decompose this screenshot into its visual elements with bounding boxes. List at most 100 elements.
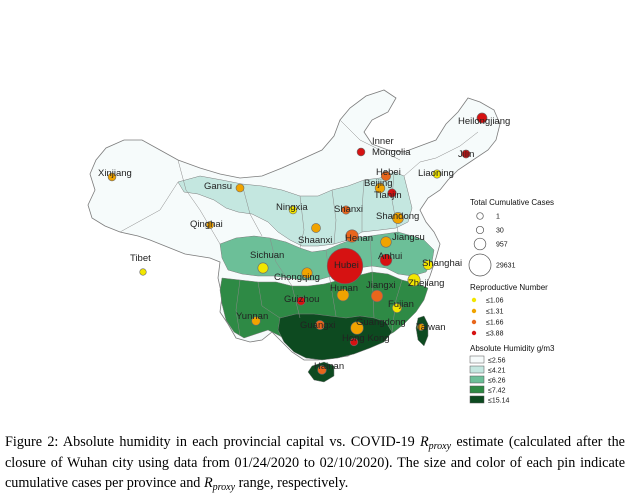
humidity-zone-dark-green [277,313,393,361]
pin-ningxia [288,205,298,215]
label-chongqing: Chongqing [274,272,320,283]
pin-inner-mongolia [356,147,366,157]
legend-r-label-0: ≤1.06 [486,298,504,305]
label-yunnan: Yunnan [236,311,268,322]
label-sichuan: Sichuan [250,250,284,261]
label-anhui: Anhui [378,251,402,262]
pin-jiangsu [380,236,392,248]
legend-humidity: Absolute Humidity g/m3 ≤2.56 ≤4.21 ≤6.26 ≤7… [469,344,555,404]
label-jiangsu: Jiangsu [392,232,425,243]
pin-fujian [392,303,402,313]
pin-shaanxi [311,223,321,233]
pin-tibet [139,268,147,276]
legend-r-dot-1 [471,308,477,314]
pin-hong-kong [349,337,359,347]
legend-humidity-label-4: ≤15.14 [488,397,509,404]
pin-taiwan [417,323,425,331]
map-svg: Heilongjiang Inner Mongolia Jilin Liaoning Xi… [87,89,555,404]
label-henan: Henan [345,233,373,244]
legend-cases-label-2: 957 [496,242,508,249]
pin-zhejiang [407,273,421,287]
label-shaanxi: Shaanxi [298,235,332,246]
label-beijing: Beijing [364,178,393,189]
pin-yunnan [251,316,261,326]
pin-shanxi [341,205,351,215]
legend-humidity-label-1: ≤4.21 [488,367,506,374]
legend-humidity-swatch-0 [469,355,485,364]
pin-xinjiang [107,172,117,182]
label-xinjiang: Xinjiang [98,168,132,179]
label-zhejiang: Zhejiang [408,278,444,289]
label-tibet: Tibet [130,253,151,264]
caption-part-1: Figure 2: Absolute humidity in each prov… [5,434,420,450]
legend-cases-circle-1 [475,225,485,235]
legend-cases-circle-2 [473,237,487,251]
pin-chongqing [301,267,313,279]
label-shanxi: Shanxi [334,204,363,215]
label-liaoning: Liaoning [418,168,454,179]
pin-sichuan [257,262,269,274]
legend-r-label-1: ≤1.31 [486,309,504,316]
legend-cases: Total Cumulative Cases 1 30 957 29631 [468,198,554,277]
label-hunan: Hunan [330,283,358,294]
label-ningxia: Ningxia [276,202,308,213]
pin-anhui [379,253,393,267]
caption-r-subscript-2: proxy [212,482,236,493]
figure-caption: Figure 2: Absolute humidity in each prov… [5,432,625,494]
legend-humidity-swatch-1 [469,365,485,374]
label-guangdong: Guangdong [356,317,406,328]
label-fujian: Fujian [388,299,414,310]
pin-henan [345,229,359,243]
legend-humidity-title: Absolute Humidity g/m3 [470,344,555,353]
taiwan-island [415,315,429,347]
pin-heilongjiang [476,112,488,124]
label-tianjin: Tianjin [374,190,402,201]
label-gansu: Gansu [204,181,232,192]
legend-cases-label-0: 1 [496,214,500,221]
pin-liaoning [432,169,442,179]
caption-r-symbol-1: R [419,434,429,450]
province-pins [107,112,488,375]
legend-r-title: Reproductive Number [470,283,548,292]
label-guizhou: Guizhou [284,294,319,305]
pin-hainan [317,365,327,375]
legend-r-label-3: ≤3.88 [486,331,504,338]
pin-gansu [235,183,245,193]
legend-humidity-label-3: ≤7.42 [488,387,506,394]
pin-guangxi [315,320,325,330]
caption-r-symbol-2: R [203,475,213,491]
legend-humidity-swatch-2 [469,375,485,384]
pin-jiangxi [370,289,384,303]
pin-hunan [336,288,350,302]
pin-beijing [374,182,386,194]
legend-r-label-2: ≤1.66 [486,320,504,327]
pin-guizhou [296,296,306,306]
label-jiangxi: Jiangxi [366,280,396,291]
legend-humidity-label-2: ≤6.26 [488,377,506,384]
caption-part-2: estimate (calculated after the closure o… [5,434,625,491]
pin-shandong [392,212,404,224]
pin-jilin [461,149,471,159]
label-qinghai: Qinghai [190,219,223,230]
label-hainan: Hainan [314,361,344,372]
pin-qinghai [206,221,214,229]
label-shanghai: Shanghai [422,258,462,269]
legend-cases-circle-3 [468,253,492,277]
humidity-map-figure: Heilongjiang Inner Mongolia Jilin Liaoning Xi… [87,89,555,404]
legend-humidity-label-0: ≤2.56 [488,357,506,364]
pin-tianjin [387,188,397,198]
legend-cases-circle-0 [476,212,484,220]
caption-r-subscript-1: proxy [428,441,452,452]
province-labels: Heilongjiang Inner Mongolia Jilin Liaoning Xi… [98,116,510,372]
legend-r-dot-3 [471,330,477,336]
pin-hubei [326,247,364,285]
legend-r-dot-2 [471,319,477,325]
legend-cases-label-1: 30 [496,228,504,235]
pin-guangdong [350,321,364,335]
label-inner-mongolia: Inner Mongolia [372,136,411,158]
legend-reproductive: Reproductive Number ≤1.06 ≤1.31 ≤1.66 ≤3.88 [470,283,548,338]
label-hong-kong: Hong Kong [342,333,390,344]
label-jilin: Jilin [458,149,474,160]
label-hubei: Hubei [334,260,359,271]
label-taiwan: Taiwan [416,322,446,333]
